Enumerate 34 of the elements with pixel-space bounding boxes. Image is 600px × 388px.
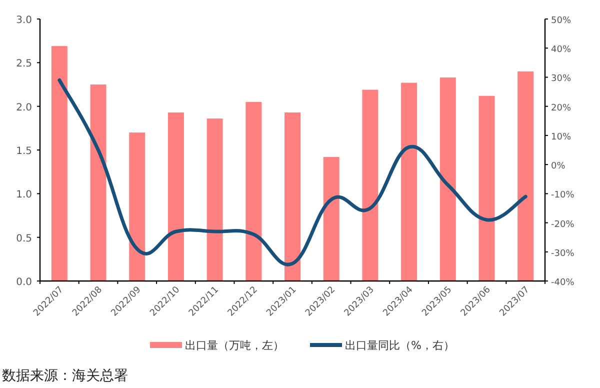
y-tick-label: 1.5 — [16, 146, 32, 157]
line-series — [58, 78, 528, 266]
y2-tick-label: -40% — [551, 278, 575, 288]
bar — [440, 78, 456, 281]
y-tick-label: 2.0 — [16, 102, 32, 114]
bar — [51, 46, 68, 281]
y2-tick-label: -30% — [551, 248, 575, 259]
source-note: 数据来源：海关总署 — [2, 368, 128, 384]
y2-tick-label: 0% — [551, 162, 566, 172]
y2-tick-label: 40% — [551, 45, 572, 56]
y-tick-label: 1.0 — [16, 190, 32, 201]
y-tick-label: 0.0 — [16, 277, 32, 288]
bar — [129, 132, 146, 281]
y-tick-label: 0.5 — [16, 233, 32, 244]
legend-label: 出口量（万吨，左） — [185, 339, 284, 352]
legend-label: 出口量同比（%，右） — [345, 339, 454, 352]
bar — [478, 96, 495, 281]
bar — [284, 112, 300, 281]
y2-tick-label: 20% — [551, 103, 572, 114]
bar — [90, 84, 106, 281]
bar — [518, 71, 534, 281]
bar — [168, 112, 184, 281]
bar — [362, 90, 378, 281]
y2-tick-label: 30% — [551, 74, 572, 84]
y2-tick-label: -10% — [551, 190, 575, 201]
y2-tick-label: -20% — [551, 220, 575, 230]
bar — [206, 118, 223, 281]
y-tick-label: 3.0 — [16, 15, 32, 26]
y2-tick-label: 10% — [551, 132, 572, 142]
bar — [323, 156, 340, 281]
y-tick-label: 2.5 — [16, 58, 32, 70]
bar — [401, 82, 418, 281]
bar — [246, 102, 262, 281]
y2-tick-label: 50% — [551, 16, 572, 26]
